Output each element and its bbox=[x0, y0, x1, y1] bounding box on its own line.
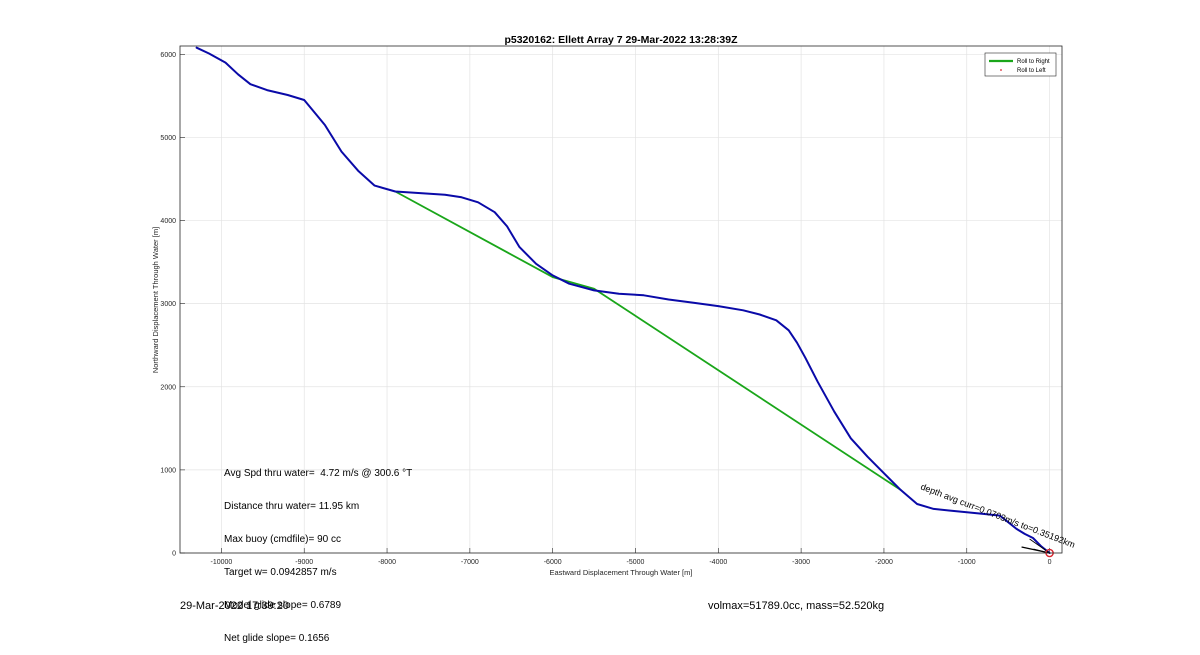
legend: Roll to Right Roll to Left bbox=[984, 52, 1057, 77]
trajectory-chart: -10000 -9000 -8000 -7000 -6000 -5000 -4000 -300… bbox=[151, 34, 1077, 577]
stat-target-w: Target w= 0.0942857 m/s bbox=[224, 567, 337, 578]
stat-model-glide-slope: Model glide slope= 0.6789 bbox=[224, 600, 342, 611]
footer-volmax: volmax=51789.0cc, mass=52.520kg bbox=[708, 600, 885, 612]
series-lines bbox=[195, 46, 1051, 554]
y-tick-label: 0 bbox=[172, 551, 176, 558]
legend-marker-roll-left bbox=[1000, 69, 1002, 71]
y-tick-label: 5000 bbox=[160, 135, 176, 142]
stat-max-buoy: Max buoy (cmdfile)= 90 cc bbox=[224, 534, 341, 545]
x-axis-label: Eastward Displacement Through Water [m] bbox=[550, 568, 693, 577]
x-tick-label: -4000 bbox=[709, 559, 727, 566]
y-tick-label: 1000 bbox=[160, 467, 176, 474]
x-tick-label: -3000 bbox=[792, 559, 810, 566]
plot-frame bbox=[179, 45, 1063, 554]
footer-date: 29-Mar-2022 17:39:20 bbox=[180, 600, 289, 612]
x-tick-label: -2000 bbox=[875, 559, 893, 566]
stat-distance: Distance thru water= 11.95 km bbox=[224, 501, 360, 512]
y-tick-label: 2000 bbox=[160, 384, 176, 391]
y-tick-label: 6000 bbox=[160, 52, 176, 59]
series-line-trajectory bbox=[195, 46, 1051, 554]
x-tick-label: -8000 bbox=[378, 559, 396, 566]
y-tick-label: 3000 bbox=[160, 301, 176, 308]
current-vector-line bbox=[1033, 548, 1050, 554]
grid-lines bbox=[180, 46, 1062, 554]
plot-background bbox=[180, 46, 1062, 553]
chart-title: p5320162: Ellett Array 7 29-Mar-2022 13:… bbox=[504, 34, 738, 46]
x-tick-label: -7000 bbox=[461, 559, 479, 566]
axis-ticks: -10000 -9000 -8000 -7000 -6000 -5000 -4000 -300… bbox=[160, 52, 1051, 566]
y-tick-label: 4000 bbox=[160, 218, 176, 225]
legend-label-roll-left: Roll to Left bbox=[1017, 68, 1046, 74]
legend-label-roll-right: Roll to Right bbox=[1017, 59, 1050, 65]
x-tick-label: 0 bbox=[1048, 559, 1052, 566]
x-tick-label: -5000 bbox=[627, 559, 645, 566]
x-tick-label: -10000 bbox=[211, 559, 233, 566]
legend-box bbox=[984, 52, 1057, 77]
x-tick-label: -9000 bbox=[295, 559, 313, 566]
x-tick-label: -6000 bbox=[544, 559, 562, 566]
stats-annotations: Avg Spd thru water= 4.72 m/s @ 300.6 °T … bbox=[224, 446, 412, 655]
y-axis-label: Northward Displacement Through Water [m] bbox=[151, 227, 160, 373]
stat-net-glide-slope: Net glide slope= 0.1656 bbox=[224, 633, 330, 644]
series-line-roll-right bbox=[394, 190, 902, 491]
x-tick-label: -1000 bbox=[958, 559, 976, 566]
stat-avg-speed: Avg Spd thru water= 4.72 m/s @ 300.6 °T bbox=[224, 468, 413, 479]
